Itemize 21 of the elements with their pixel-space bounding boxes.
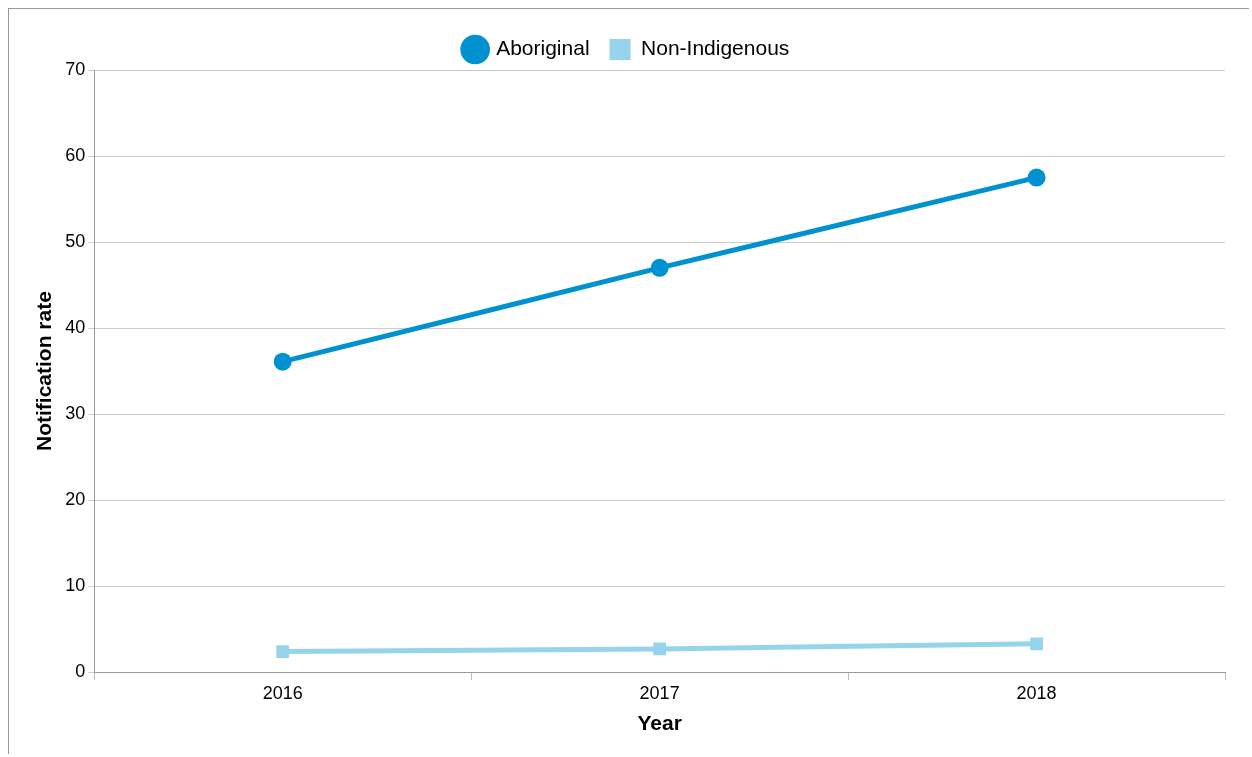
legend-label: Aboriginal <box>496 36 590 60</box>
point <box>653 642 666 656</box>
y-tick-label: 20 <box>65 489 86 510</box>
y-tick-label: 70 <box>65 58 86 79</box>
point <box>1027 168 1046 187</box>
y-tick-label: 60 <box>65 145 86 165</box>
y-axis-title: Notification rate <box>32 291 56 452</box>
y-tick-label: 30 <box>65 403 86 424</box>
y-tick-label: 0 <box>75 661 86 682</box>
y-tick-label: 50 <box>65 231 86 252</box>
y-tick-label: 40 <box>65 317 86 338</box>
legend-label: Non-Indigenous <box>641 36 790 60</box>
x-tick-label: 2017 <box>639 682 680 703</box>
point <box>273 352 292 371</box>
point <box>650 258 669 277</box>
point <box>1030 637 1043 651</box>
y-tick-label: 10 <box>65 575 86 596</box>
point <box>276 645 290 658</box>
x-tick-label: 2018 <box>1016 682 1057 703</box>
x-tick-label: 2016 <box>262 682 303 703</box>
x-axis-title: Year <box>637 711 682 735</box>
